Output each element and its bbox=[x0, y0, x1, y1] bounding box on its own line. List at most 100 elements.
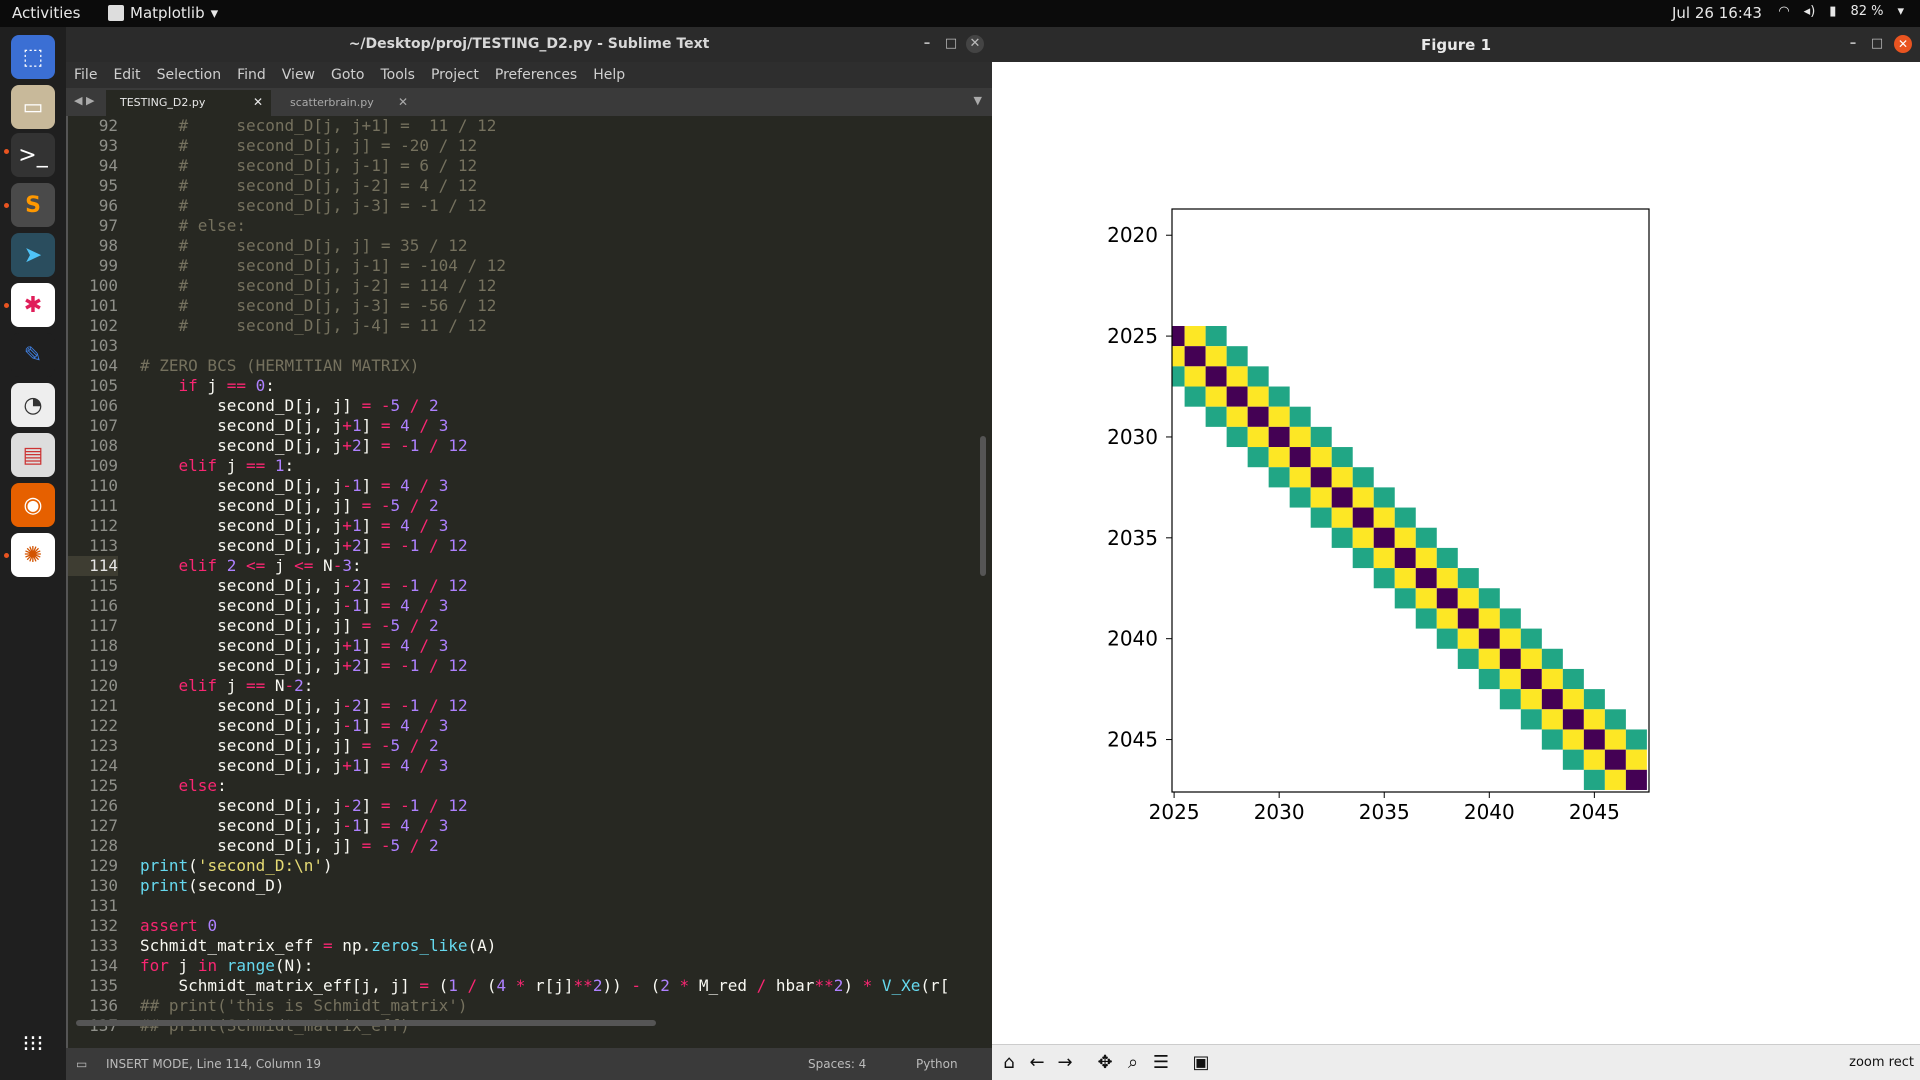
code-line[interactable]: 129 print('second_D:\n') bbox=[68, 856, 992, 876]
code-line[interactable]: 104 # ZERO BCS (HERMITIAN MATRIX) bbox=[68, 356, 992, 376]
minimize-icon[interactable]: – bbox=[1849, 36, 1857, 51]
code-line[interactable]: 124 second_D[j, j+1] = 4 / 3 bbox=[68, 756, 992, 776]
code-line[interactable]: 128 second_D[j, j] = -5 / 2 bbox=[68, 836, 992, 856]
code-line[interactable]: 92 # second_D[j, j+1] = 11 / 12 bbox=[68, 116, 992, 136]
sublime-titlebar[interactable]: ~/Desktop/proj/TESTING_D2.py - Sublime T… bbox=[66, 27, 992, 62]
status-syntax[interactable]: Python bbox=[916, 1057, 958, 1071]
code-line[interactable]: 113 second_D[j, j+2] = -1 / 12 bbox=[68, 536, 992, 556]
code-line[interactable]: 97 # else: bbox=[68, 216, 992, 236]
horizontal-scrollbar[interactable] bbox=[76, 1020, 656, 1026]
code-line[interactable]: 131 bbox=[68, 896, 992, 916]
vertical-scrollbar[interactable] bbox=[980, 436, 986, 576]
home-icon[interactable]: ⌂ bbox=[1003, 1052, 1015, 1073]
screenshot-tool-icon[interactable]: ⬚ bbox=[11, 35, 55, 79]
code-line[interactable]: 112 second_D[j, j+1] = 4 / 3 bbox=[68, 516, 992, 536]
menu-view[interactable]: View bbox=[281, 67, 316, 83]
code-line[interactable]: 122 second_D[j, j-1] = 4 / 3 bbox=[68, 716, 992, 736]
pencil-icon[interactable]: ✎ bbox=[11, 333, 55, 377]
code-line[interactable]: 118 second_D[j, j+1] = 4 / 3 bbox=[68, 636, 992, 656]
configure-icon[interactable]: ☰ bbox=[1152, 1052, 1170, 1073]
code-line[interactable]: 107 second_D[j, j+1] = 4 / 3 bbox=[68, 416, 992, 436]
code-line[interactable]: 125 else: bbox=[68, 776, 992, 796]
code-line[interactable]: 133 Schmidt_matrix_eff = np.zeros_like(A) bbox=[68, 936, 992, 956]
maximize-icon[interactable]: □ bbox=[944, 36, 958, 51]
panel-toggle-icon[interactable]: ▭ bbox=[76, 1057, 88, 1071]
code-line[interactable]: 106 second_D[j, j] = -5 / 2 bbox=[68, 396, 992, 416]
code-line[interactable]: 93 # second_D[j, j] = -20 / 12 bbox=[68, 136, 992, 156]
code-line[interactable]: 110 second_D[j, j-1] = 4 / 3 bbox=[68, 476, 992, 496]
code-line[interactable]: 135 Schmidt_matrix_eff[j, j] = (1 / (4 *… bbox=[68, 976, 992, 996]
maximize-icon[interactable]: □ bbox=[1870, 36, 1884, 51]
code-line[interactable]: 103 bbox=[68, 336, 992, 356]
menu-find[interactable]: Find bbox=[237, 67, 266, 83]
code-line[interactable]: 95 # second_D[j, j-2] = 4 / 12 bbox=[68, 176, 992, 196]
tab-nav-arrows-icon[interactable]: ◀ ▶ bbox=[74, 94, 95, 107]
code-line[interactable]: 114 elif 2 <= j <= N-3: bbox=[68, 556, 992, 576]
code-line[interactable]: 116 second_D[j, j-1] = 4 / 3 bbox=[68, 596, 992, 616]
zoom-icon[interactable]: ⌕ bbox=[1127, 1052, 1139, 1073]
code-line[interactable]: 121 second_D[j, j-2] = -1 / 12 bbox=[68, 696, 992, 716]
menu-help[interactable]: Help bbox=[593, 67, 626, 83]
menu-preferences[interactable]: Preferences bbox=[494, 67, 578, 83]
show-applications-icon[interactable]: ⁝⁝⁝ bbox=[22, 1031, 44, 1057]
code-line[interactable]: 134 for j in range(N): bbox=[68, 956, 992, 976]
code-line[interactable]: 111 second_D[j, j] = -5 / 2 bbox=[68, 496, 992, 516]
minimize-icon[interactable]: – bbox=[923, 36, 931, 51]
menu-selection[interactable]: Selection bbox=[156, 67, 222, 83]
code-line[interactable]: 115 second_D[j, j-2] = -1 / 12 bbox=[68, 576, 992, 596]
activities-button[interactable]: Activities bbox=[12, 4, 81, 22]
code-line[interactable]: 94 # second_D[j, j-1] = 6 / 12 bbox=[68, 156, 992, 176]
tab-testing-d2[interactable]: TESTING_D2.py ✕ bbox=[106, 90, 271, 116]
reader-icon[interactable]: ▤ bbox=[11, 433, 55, 477]
code-line[interactable]: 137 ## print(Schmidt_matrix_eff) bbox=[68, 1016, 992, 1036]
menu-goto[interactable]: Goto bbox=[331, 67, 365, 83]
tab-scatterbrain[interactable]: scatterbrain.py ✕ bbox=[276, 90, 416, 116]
code-line[interactable]: 117 second_D[j, j] = -5 / 2 bbox=[68, 616, 992, 636]
close-tab-icon[interactable]: ✕ bbox=[397, 95, 408, 109]
menu-edit[interactable]: Edit bbox=[113, 67, 141, 83]
inkscape-icon[interactable]: ◔ bbox=[11, 383, 55, 427]
pan-icon[interactable]: ✥ bbox=[1097, 1052, 1113, 1073]
remote-icon[interactable]: ➤ bbox=[11, 233, 55, 277]
clock[interactable]: Jul 26 16:43 bbox=[1672, 4, 1762, 22]
code-line[interactable]: 123 second_D[j, j] = -5 / 2 bbox=[68, 736, 992, 756]
code-line[interactable]: 100 # second_D[j, j-2] = 114 / 12 bbox=[68, 276, 992, 296]
files-icon[interactable]: ▭ bbox=[11, 85, 55, 129]
save-icon[interactable]: ▣ bbox=[1192, 1052, 1210, 1073]
slack-icon[interactable]: ✱ bbox=[11, 283, 55, 327]
code-line[interactable]: 126 second_D[j, j-2] = -1 / 12 bbox=[68, 796, 992, 816]
code-line[interactable]: 96 # second_D[j, j-3] = -1 / 12 bbox=[68, 196, 992, 216]
close-tab-icon[interactable]: ✕ bbox=[252, 95, 263, 109]
close-icon[interactable]: ✕ bbox=[1894, 35, 1912, 53]
code-line[interactable]: 136 ## print('this is Schmidt_matrix') bbox=[68, 996, 992, 1016]
code-line[interactable]: 101 # second_D[j, j-3] = -56 / 12 bbox=[68, 296, 992, 316]
menu-tools[interactable]: Tools bbox=[380, 67, 415, 83]
forward-icon[interactable]: → bbox=[1057, 1052, 1073, 1073]
code-line[interactable]: 108 second_D[j, j+2] = -1 / 12 bbox=[68, 436, 992, 456]
terminal-icon[interactable]: >_ bbox=[11, 133, 55, 177]
code-line[interactable]: 99 # second_D[j, j-1] = -104 / 12 bbox=[68, 256, 992, 276]
heatmap-chart[interactable]: 2025 2030 2035 2040 2045 2020 2025 2030 2035 2040… bbox=[992, 62, 1920, 1044]
firefox-icon[interactable]: ◉ bbox=[11, 483, 55, 527]
code-line[interactable]: 102 # second_D[j, j-4] = 11 / 12 bbox=[68, 316, 992, 336]
app-menu[interactable]: Matplotlib ▾ bbox=[108, 4, 218, 22]
code-line[interactable]: 105 if j == 0: bbox=[68, 376, 992, 396]
code-line[interactable]: 120 elif j == N-2: bbox=[68, 676, 992, 696]
menu-project[interactable]: Project bbox=[430, 67, 479, 83]
status-spaces[interactable]: Spaces: 4 bbox=[808, 1057, 867, 1071]
tab-dropdown-icon[interactable]: ▼ bbox=[973, 94, 982, 107]
code-line[interactable]: 109 elif j == 1: bbox=[68, 456, 992, 476]
code-line[interactable]: 132 assert 0 bbox=[68, 916, 992, 936]
code-line[interactable]: 127 second_D[j, j-1] = 4 / 3 bbox=[68, 816, 992, 836]
code-line[interactable]: 98 # second_D[j, j] = 35 / 12 bbox=[68, 236, 992, 256]
system-tray[interactable]: ◠ ◂) ▮ 82 % ▾ bbox=[1778, 4, 1904, 19]
sublime-text-icon[interactable]: S bbox=[11, 183, 55, 227]
close-icon[interactable]: ✕ bbox=[966, 35, 984, 53]
back-icon[interactable]: ← bbox=[1029, 1052, 1045, 1073]
menu-file[interactable]: File bbox=[74, 67, 98, 83]
code-editor[interactable]: 92 # second_D[j, j+1] = 11 / 12 93 # seco… bbox=[66, 116, 992, 1048]
code-line[interactable]: 119 second_D[j, j+2] = -1 / 12 bbox=[68, 656, 992, 676]
matplotlib-icon[interactable]: ✺ bbox=[11, 533, 55, 577]
figure-titlebar[interactable]: Figure 1 – □ ✕ bbox=[992, 27, 1920, 62]
code-line[interactable]: 130 print(second_D) bbox=[68, 876, 992, 896]
